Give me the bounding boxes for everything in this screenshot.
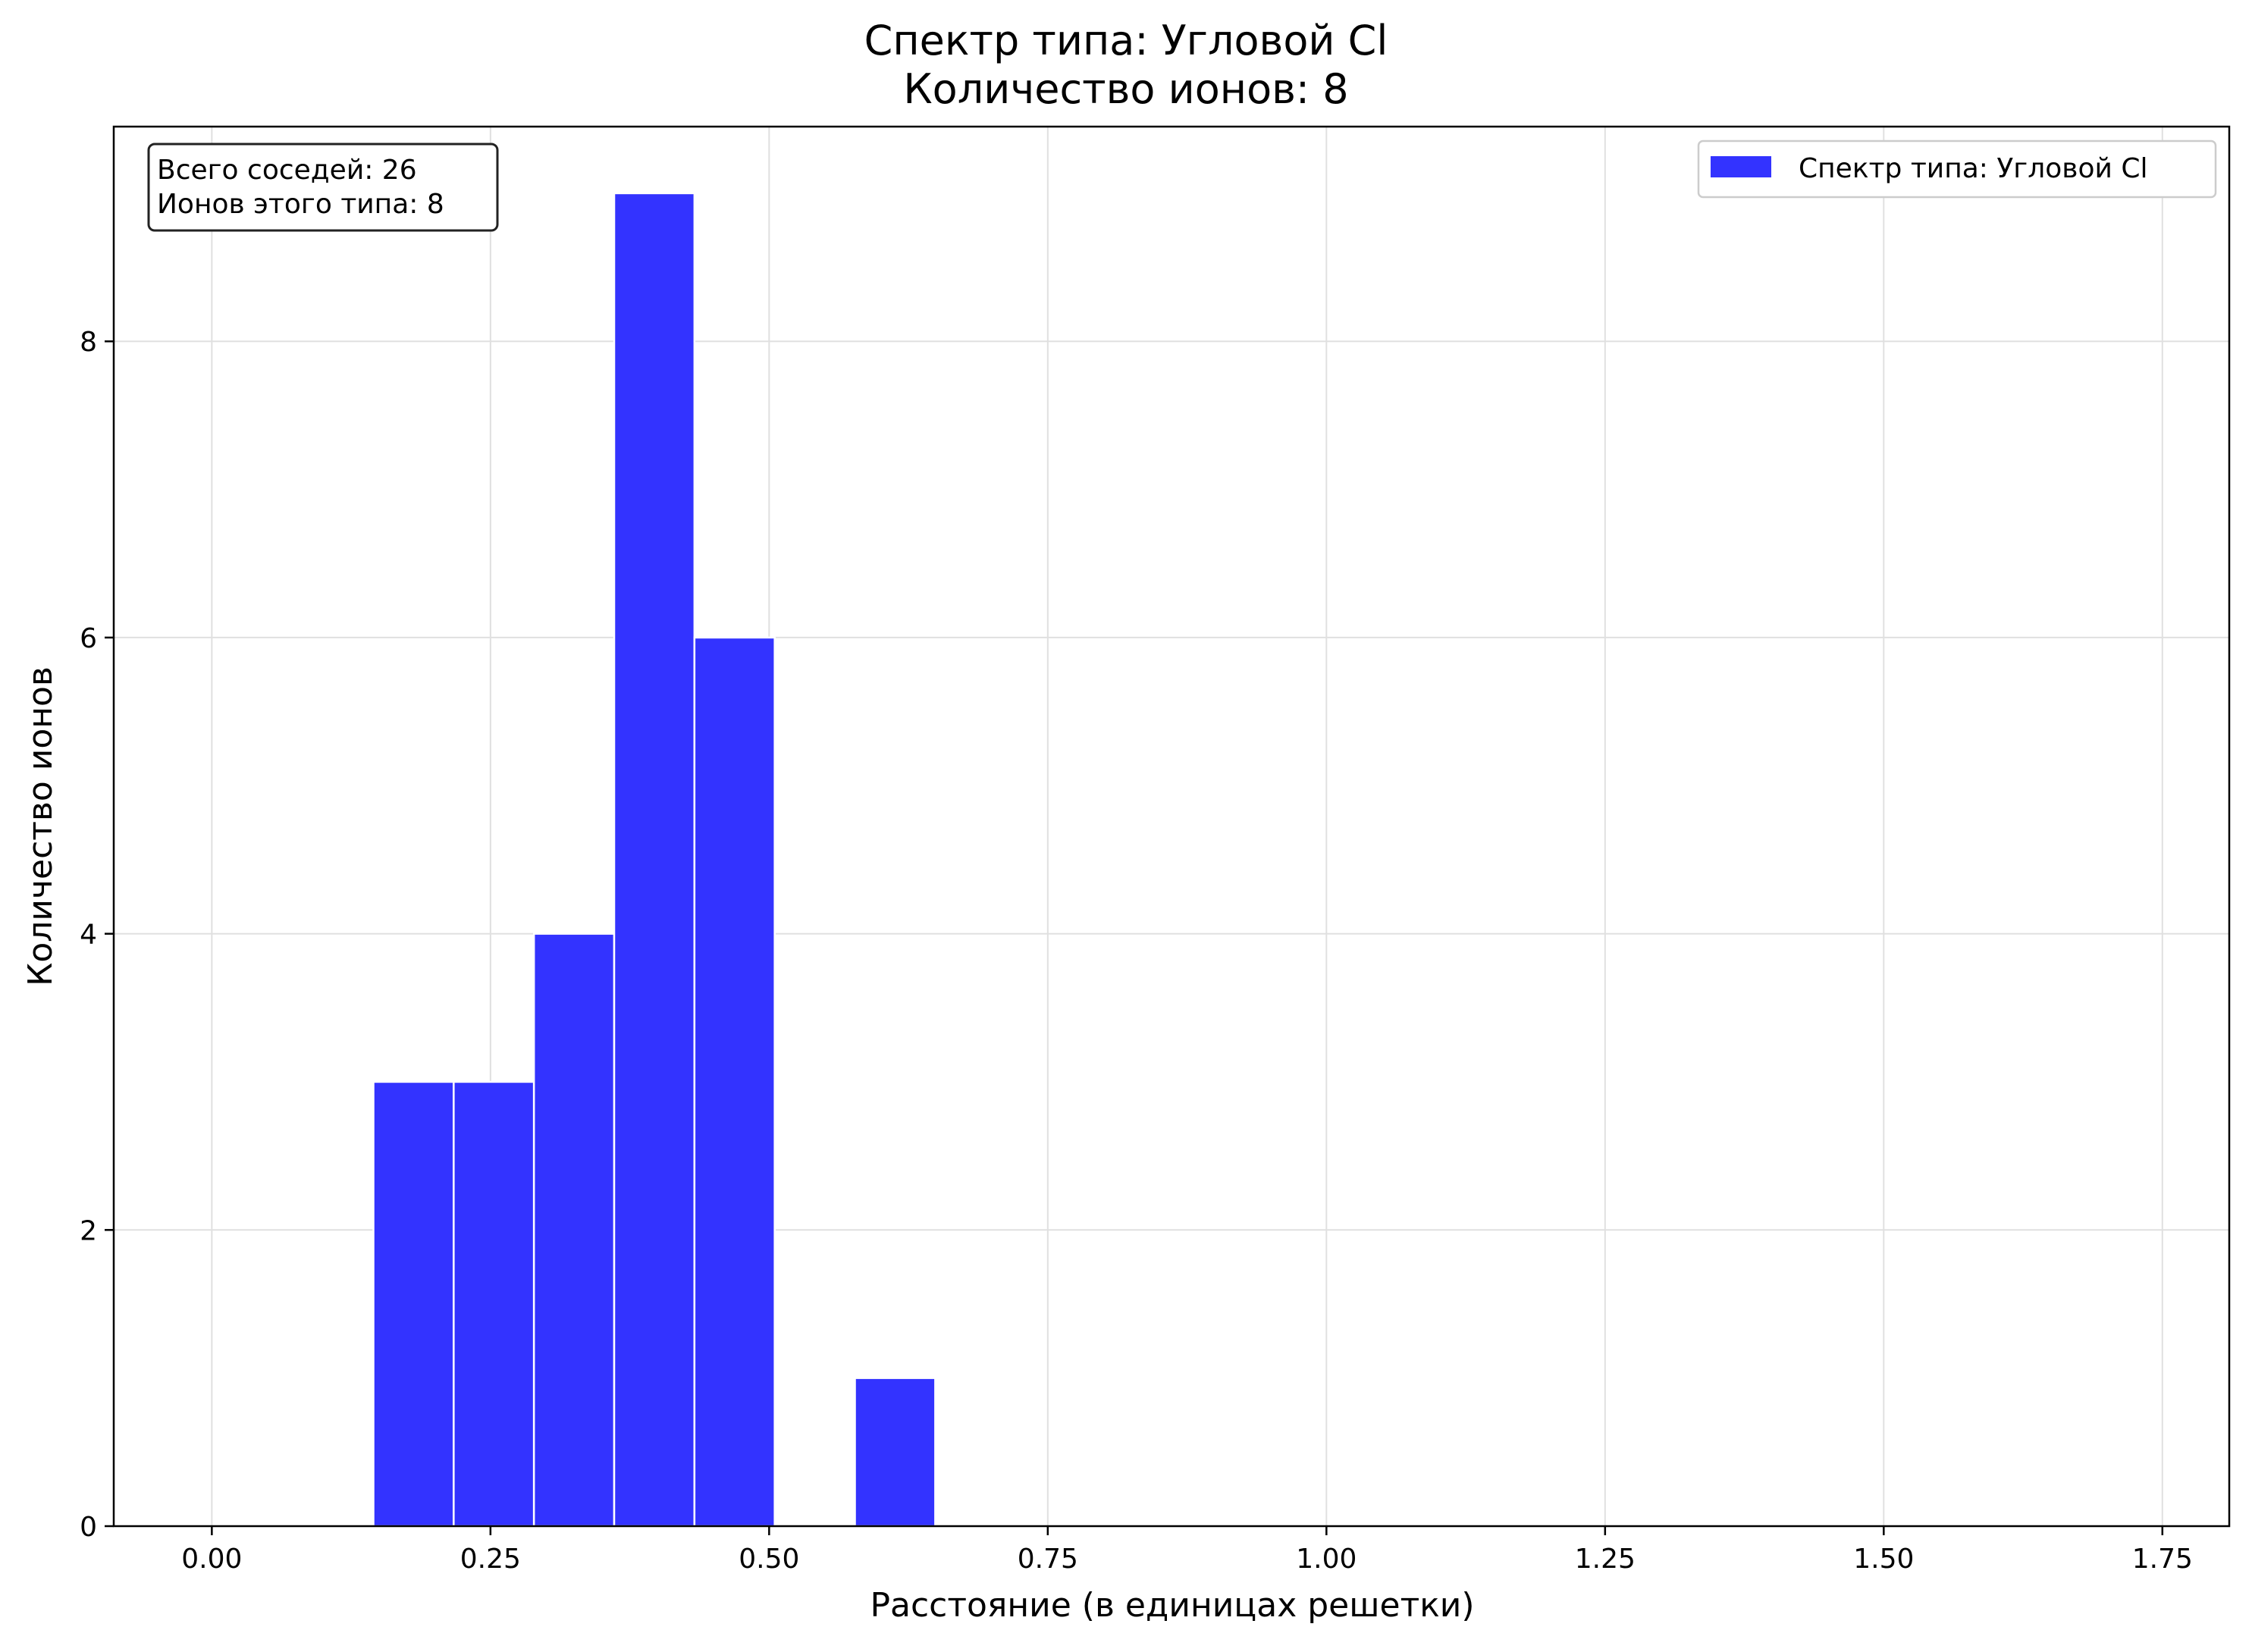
histogram-bar: [693, 636, 776, 1528]
histogram-bar: [854, 1377, 936, 1528]
legend-label: Спектр типа: Угловой Cl: [1799, 153, 2147, 184]
histogram-bar: [532, 933, 616, 1528]
x-tick-label: 1.00: [1296, 1544, 1357, 1575]
plot-frame: [112, 125, 2231, 1528]
y-axis-label: Количество ионов: [21, 666, 60, 986]
x-tick-label: 0.00: [181, 1544, 242, 1575]
y-tick-label: 4: [80, 920, 97, 951]
histogram-bar: [372, 1080, 455, 1528]
y-tick-label: 0: [80, 1512, 97, 1543]
grid: [114, 127, 2229, 1527]
histogram-bar: [613, 192, 696, 1528]
y-tick-label: 6: [80, 623, 97, 654]
stats-annotation-box: Всего соседей: 26 Ионов этого типа: 8: [147, 143, 499, 232]
x-tick-label: 1.50: [1853, 1544, 1914, 1575]
chart-subtitle: Количество ионов: 8: [903, 65, 1349, 113]
y-tick-label: 2: [80, 1215, 97, 1246]
bars: [372, 192, 936, 1528]
x-tick-label: 1.75: [2132, 1544, 2193, 1575]
legend: Спектр типа: Угловой Cl: [1697, 139, 2217, 199]
x-tick-label: 1.25: [1575, 1544, 1636, 1575]
annotation-total-neighbors: Всего соседей: 26: [157, 155, 417, 186]
x-tick-label: 0.25: [460, 1544, 521, 1575]
x-axis-label: Расстояние (в единицах решетки): [870, 1586, 1474, 1625]
chart-title: Спектр типа: Угловой Cl: [864, 17, 1388, 64]
annotation-ions-of-type: Ионов этого типа: 8: [157, 189, 444, 220]
x-tick-label: 0.50: [739, 1544, 799, 1575]
ticks: 0.00 0.25 0.50 0.75 1.00 1.25 1.50 1.75 0 2 4 6 8: [80, 327, 2193, 1575]
y-tick-label: 8: [80, 327, 97, 358]
histogram-bar: [453, 1080, 535, 1528]
x-tick-label: 0.75: [1018, 1544, 1078, 1575]
legend-swatch: [1711, 156, 1771, 177]
